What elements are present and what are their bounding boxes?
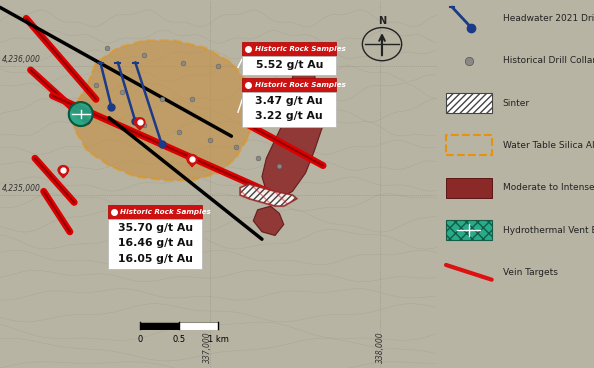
Text: 0.5: 0.5 xyxy=(172,335,185,344)
Polygon shape xyxy=(59,173,68,178)
Text: 16.05 g/t Au: 16.05 g/t Au xyxy=(118,254,192,264)
Text: Headwater 2021 Drilling: Headwater 2021 Drilling xyxy=(503,14,594,23)
Text: Vein Targets: Vein Targets xyxy=(503,268,558,277)
Bar xyxy=(242,78,336,92)
Bar xyxy=(446,93,492,113)
Bar xyxy=(446,135,492,155)
Polygon shape xyxy=(262,55,323,199)
Text: 337,000: 337,000 xyxy=(203,331,212,363)
Polygon shape xyxy=(74,40,253,180)
Bar xyxy=(446,178,492,198)
Polygon shape xyxy=(240,184,297,206)
Polygon shape xyxy=(135,125,144,130)
Text: 16.46 g/t Au: 16.46 g/t Au xyxy=(118,238,193,248)
Text: 3.47 g/t Au: 3.47 g/t Au xyxy=(255,96,323,106)
Text: 5.52 g/t Au: 5.52 g/t Au xyxy=(255,60,323,70)
Circle shape xyxy=(187,155,197,163)
Text: Hydrothermal Vent Breccia: Hydrothermal Vent Breccia xyxy=(503,226,594,234)
Text: Moderate to Intense Silica Alteration: Moderate to Intense Silica Alteration xyxy=(503,183,594,192)
Bar xyxy=(446,220,492,240)
Text: Water Table Silica Alteration: Water Table Silica Alteration xyxy=(503,141,594,150)
Circle shape xyxy=(58,166,68,174)
Text: 4,236,000: 4,236,000 xyxy=(2,56,41,64)
Text: N: N xyxy=(378,17,386,26)
Bar xyxy=(108,205,202,219)
Text: Sinter: Sinter xyxy=(503,99,530,107)
Text: 3.22 g/t Au: 3.22 g/t Au xyxy=(255,112,323,121)
Text: Historic Rock Samples: Historic Rock Samples xyxy=(121,209,211,215)
Text: 338,000: 338,000 xyxy=(376,331,385,363)
Ellipse shape xyxy=(69,102,93,126)
Polygon shape xyxy=(188,162,197,167)
Polygon shape xyxy=(253,206,284,236)
Text: 4,235,000: 4,235,000 xyxy=(2,184,41,193)
Bar xyxy=(108,219,202,269)
Circle shape xyxy=(134,118,145,127)
Text: 35.70 g/t Au: 35.70 g/t Au xyxy=(118,223,192,233)
Text: Historic Rock Samples: Historic Rock Samples xyxy=(255,82,345,88)
Bar xyxy=(242,92,336,127)
Text: 1 km: 1 km xyxy=(208,335,229,344)
Text: Historical Drill Collars: Historical Drill Collars xyxy=(503,56,594,65)
Text: Historic Rock Samples: Historic Rock Samples xyxy=(255,46,345,52)
Bar xyxy=(242,42,336,56)
Text: 0: 0 xyxy=(137,335,143,344)
Bar xyxy=(242,56,336,75)
